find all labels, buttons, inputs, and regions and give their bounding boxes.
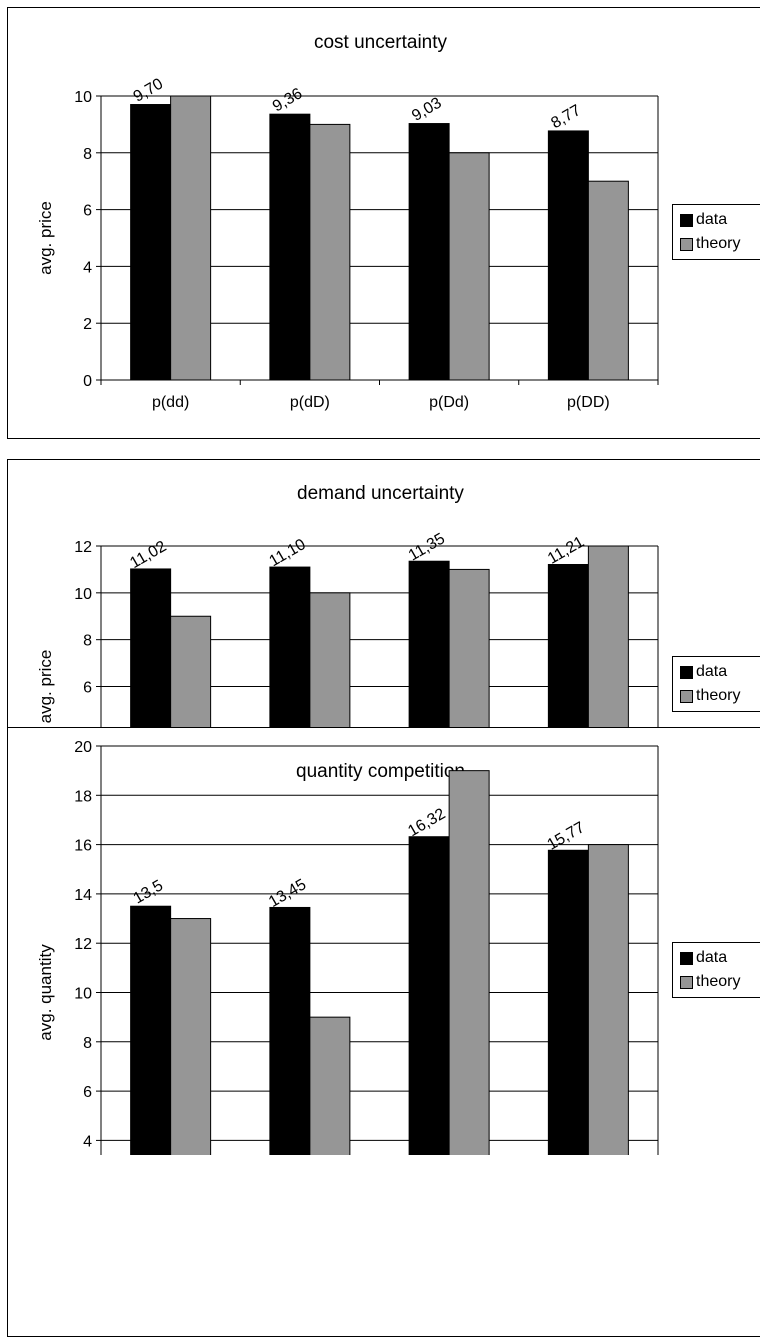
y-tick-label: 12 — [74, 539, 92, 556]
y-tick-label: 18 — [74, 788, 92, 805]
bar-data-p(dD) — [269, 113, 311, 381]
chart-title: demand uncertainty — [297, 483, 464, 504]
chart-panel-cost-uncertainty: cost uncertainty avg. price 0 2 4 6 8 10 9,70 p(d… — [7, 7, 760, 439]
bar-theory-p(dD) — [309, 123, 351, 381]
x-tick-label: p(dD) — [290, 394, 330, 411]
y-tick-label: 6 — [83, 680, 92, 697]
data-label: 15,77 — [545, 819, 588, 854]
bar-data-q(DD) — [547, 849, 589, 1155]
y-tick-label: 10 — [74, 89, 92, 106]
legend-label-data: data — [696, 663, 728, 680]
y-axis-label: avg. quantity — [36, 944, 55, 1041]
bar-theory-q(Dd) — [448, 770, 490, 1155]
chart-legend: data theory — [672, 656, 760, 712]
legend-swatch-theory — [680, 237, 693, 251]
y-tick-label: 2 — [83, 316, 92, 333]
data-label: 16,32 — [405, 805, 448, 840]
x-tick-label: p(Dd) — [429, 394, 469, 411]
y-tick-label: 6 — [83, 203, 92, 220]
y-tick-label: 10 — [74, 986, 92, 1003]
bar-theory-q(dd) — [170, 918, 212, 1155]
chart-legend: data theory — [672, 204, 760, 260]
legend-item-data: data — [680, 660, 760, 684]
chart-legend: data theory — [672, 942, 760, 998]
data-label: 9,70 — [131, 75, 167, 105]
y-tick-label: 10 — [74, 586, 92, 603]
y-axis-label: avg. price — [36, 201, 55, 275]
bar-data-p(Dd) — [408, 123, 450, 381]
y-tick-label: 8 — [83, 1035, 92, 1052]
legend-swatch-data — [680, 951, 693, 965]
bar-data-q(Dd) — [408, 836, 450, 1155]
x-tick-label: p(DD) — [567, 394, 610, 411]
bar-theory-p(DD) — [587, 180, 629, 381]
legend-item-data: data — [680, 208, 760, 232]
legend-item-theory: theory — [680, 232, 760, 256]
legend-label-data: data — [696, 949, 728, 966]
data-label: 9,36 — [270, 85, 306, 115]
x-tick-label: p(dd) — [152, 394, 189, 411]
legend-label-theory: theory — [696, 687, 741, 704]
data-label: 8,77 — [548, 102, 584, 132]
data-label: 11,35 — [406, 530, 448, 564]
bar-theory-p(dd) — [170, 95, 212, 381]
y-tick-label: 4 — [83, 1133, 92, 1150]
y-tick-label: 16 — [74, 838, 92, 855]
legend-swatch-theory — [680, 975, 693, 989]
bar-data-p(DD) — [547, 130, 589, 381]
legend-swatch-data — [680, 213, 693, 227]
legend-label-data: data — [696, 211, 728, 228]
legend-item-theory: theory — [680, 970, 760, 994]
y-tick-label: 8 — [83, 146, 92, 163]
bar-data-q(dD) — [269, 906, 311, 1155]
data-label: 9,03 — [409, 94, 445, 124]
legend-swatch-data — [680, 665, 693, 679]
y-tick-label: 0 — [83, 373, 92, 390]
y-tick-label: 14 — [74, 887, 92, 904]
legend-label-theory: theory — [696, 235, 741, 252]
y-tick-label: 8 — [83, 633, 92, 650]
y-tick-label: 12 — [74, 936, 92, 953]
data-label: 11,10 — [267, 536, 309, 570]
bar-chart-cost-uncertainty: cost uncertainty avg. price 0 2 4 6 8 10 9,70 p(d… — [36, 32, 659, 411]
data-label: 13,45 — [266, 876, 309, 911]
data-label: 13,5 — [131, 877, 167, 907]
bar-data-p(dd) — [130, 104, 172, 381]
legend-swatch-theory — [680, 689, 693, 703]
legend-item-theory: theory — [680, 684, 760, 708]
y-axis-label: avg. price — [36, 650, 55, 724]
bar-data-q(dd) — [130, 905, 172, 1155]
data-label: 11,02 — [127, 538, 169, 572]
data-label: 11,21 — [545, 533, 587, 567]
bar-theory-q(dD) — [309, 1016, 351, 1155]
bar-theory-q(DD) — [587, 844, 629, 1155]
y-tick-label: 4 — [83, 259, 92, 276]
legend-label-theory: theory — [696, 973, 741, 990]
y-tick-label: 6 — [83, 1084, 92, 1101]
y-tick-label: 20 — [74, 739, 92, 756]
chart-title: cost uncertainty — [314, 32, 448, 53]
legend-item-data: data — [680, 946, 760, 970]
bar-theory-p(Dd) — [448, 152, 490, 381]
chart-title: quantity competition — [296, 761, 465, 782]
